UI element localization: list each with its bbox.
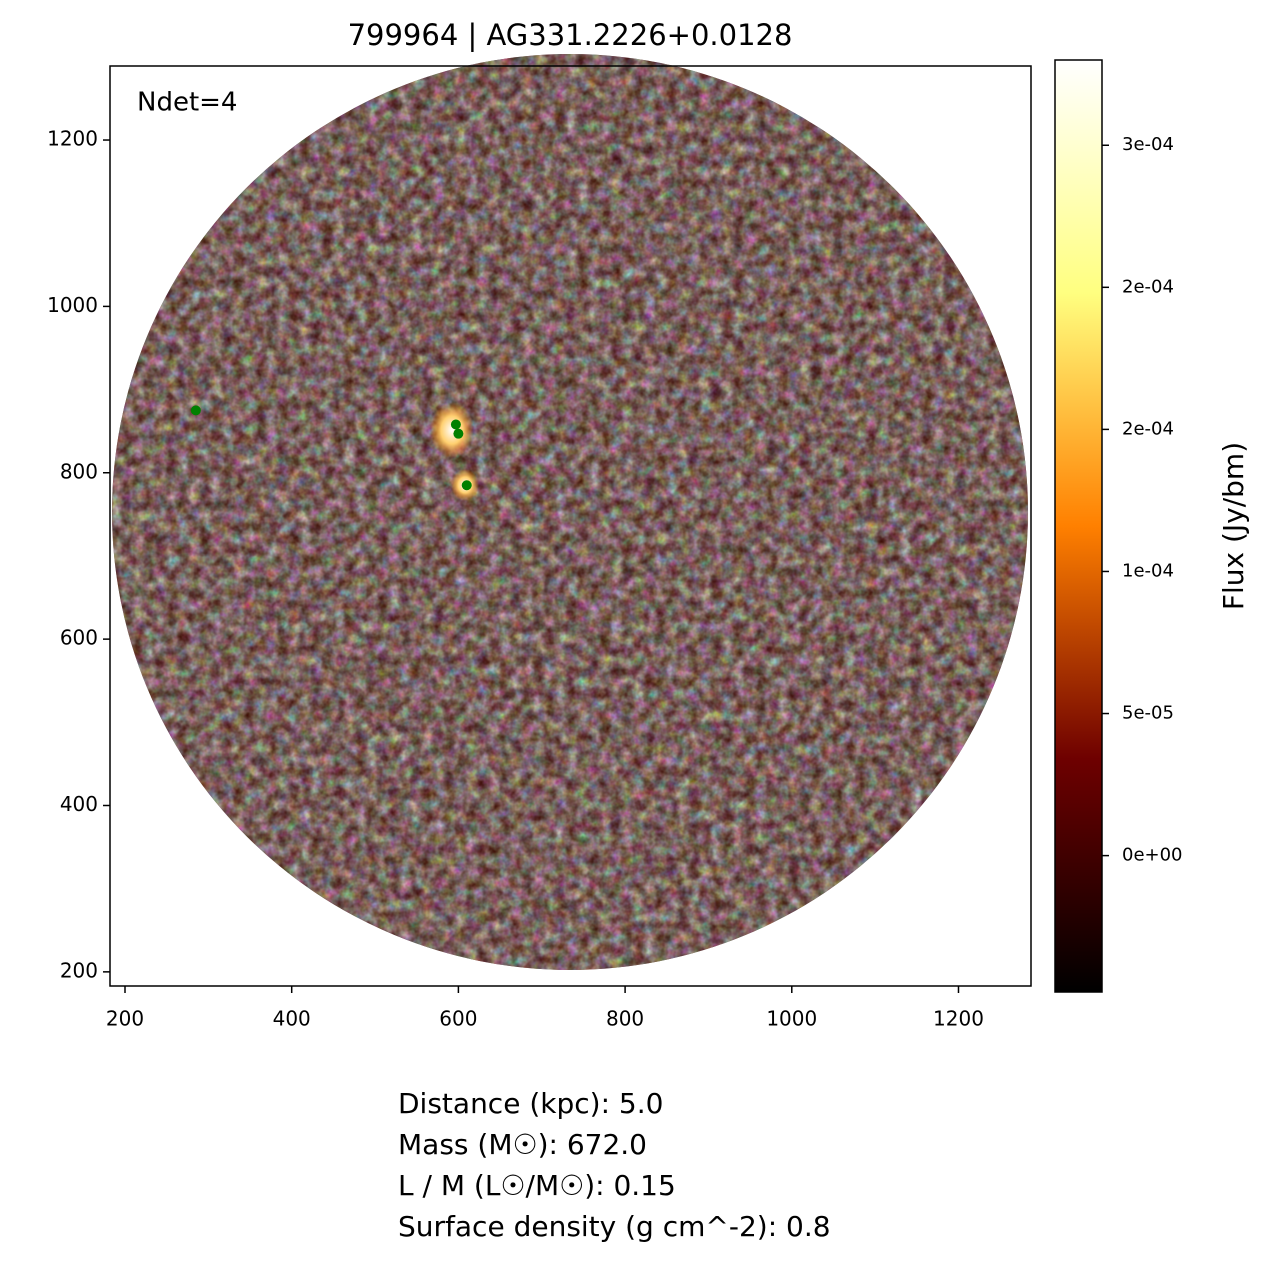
note: L / M (L☉/M☉): 0.15 [398, 1169, 676, 1202]
x-tick-label: 600 [439, 1007, 477, 1031]
x-tick-label: 1000 [766, 1007, 817, 1031]
colorbar-label: Flux (Jy/bm) [1217, 442, 1250, 610]
x-tick-label: 400 [273, 1007, 311, 1031]
y-tick-label: 1200 [47, 127, 98, 151]
image [112, 54, 1028, 970]
y-tick-label: 1000 [47, 293, 98, 317]
detection [453, 428, 464, 439]
colorbar-tick-label: 5e-05 [1122, 703, 1174, 724]
y-tick-label: 200 [60, 958, 98, 982]
y-tick-label: 800 [60, 459, 98, 483]
detection [450, 419, 461, 430]
colorbar-tick-label: 2e-04 [1122, 418, 1174, 439]
note: Mass (M☉): 672.0 [398, 1128, 647, 1161]
colorbar [1054, 59, 1103, 993]
annotation: Ndet=4 [137, 88, 237, 118]
x-tick-label: 800 [606, 1007, 644, 1031]
colorbar-tick-label: 1e-04 [1122, 560, 1174, 581]
note: Surface density (g cm^-2): 0.8 [398, 1210, 831, 1243]
x-tick-label: 200 [106, 1007, 144, 1031]
y-tick-label: 400 [60, 792, 98, 816]
y-tick-label: 600 [60, 626, 98, 650]
detection [190, 405, 201, 416]
colorbar-tick-label: 2e-04 [1122, 276, 1174, 297]
detection [461, 480, 472, 491]
note: Distance (kpc): 5.0 [398, 1087, 663, 1120]
axes-frame [109, 65, 1032, 987]
x-tick-label: 1200 [933, 1007, 984, 1031]
colorbar-tick-label: 0e+00 [1122, 845, 1183, 866]
chart-title: 799964 | AG331.2226+0.0128 [348, 18, 793, 52]
colorbar-tick-label: 3e-04 [1122, 134, 1174, 155]
